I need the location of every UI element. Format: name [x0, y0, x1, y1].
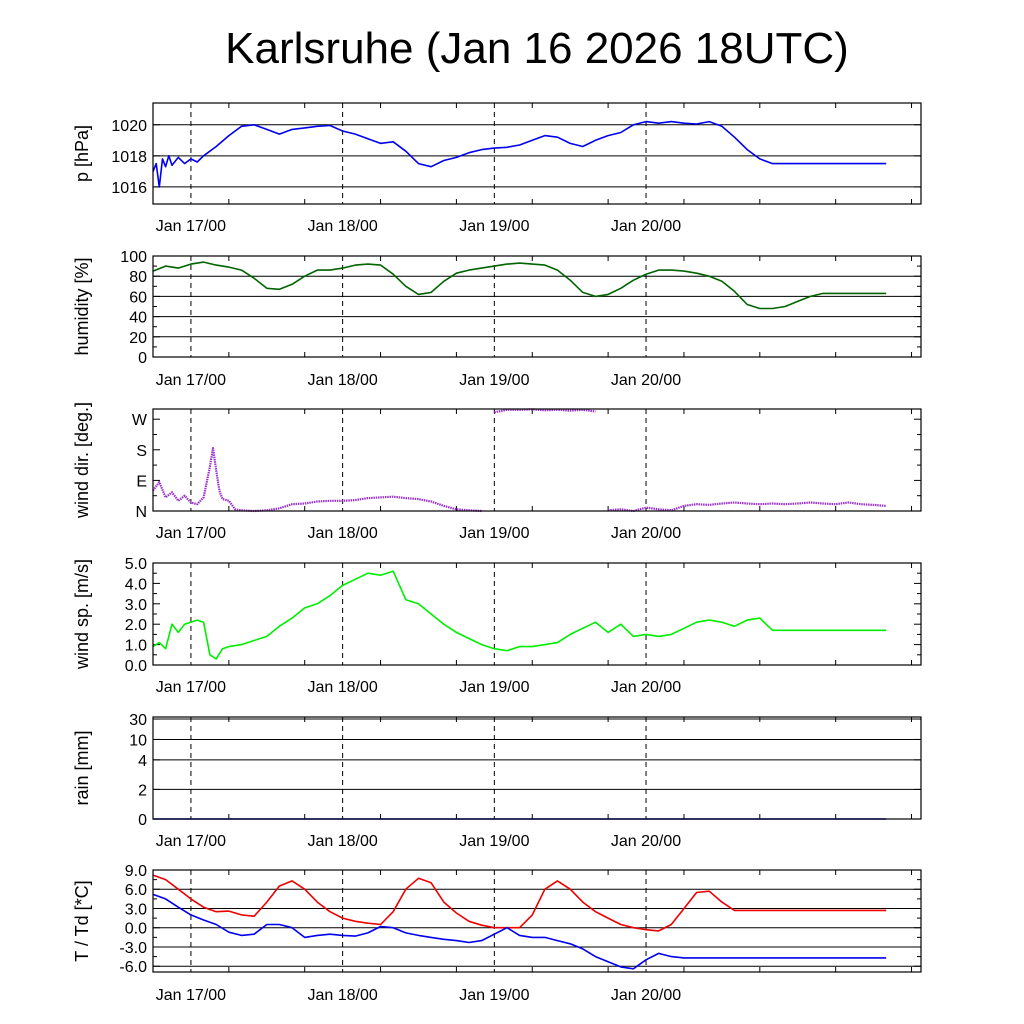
- y-tick-label: 0: [138, 350, 147, 367]
- y-tick-label: 0.0: [125, 921, 147, 938]
- y-tick-label: 1020: [111, 118, 147, 135]
- y-tick-label: 10: [129, 732, 147, 749]
- y-tick-label: -6.0: [119, 959, 147, 976]
- y-tick-label: 3.0: [125, 901, 147, 918]
- x-tick-label: Jan 18/00: [307, 987, 377, 1004]
- x-tick-label: Jan 17/00: [156, 833, 226, 850]
- y-tick-label: 100: [120, 249, 147, 266]
- panel-frame: [152, 408, 922, 512]
- y-tick-label: W: [132, 412, 148, 429]
- y-tick-label: 0: [138, 812, 147, 829]
- x-tick-label: Jan 19/00: [459, 987, 529, 1004]
- x-tick-label: Jan 20/00: [611, 833, 681, 850]
- panel-6: -6.0 -3.0 0.0 3.0 6.0 9.0 Jan 17/00 Jan 18/00 Ja…: [72, 863, 922, 1004]
- y-axis-label: p [hPa]: [72, 125, 92, 182]
- panel-5: 0 2 4 10 30 Jan 17/00 Jan 18/00 Jan 19/00 Jan 20…: [72, 712, 922, 850]
- y-tick-label: E: [136, 473, 147, 490]
- y-axis-label: humidity [%]: [72, 257, 92, 355]
- y-tick-label: -3.0: [119, 940, 147, 957]
- panel-frame: [152, 102, 922, 205]
- x-tick-label: Jan 19/00: [459, 372, 529, 389]
- y-tick-label: 1.0: [125, 638, 147, 655]
- y-tick-label: 4.0: [125, 576, 147, 593]
- y-tick-label: 40: [129, 310, 147, 327]
- x-tick-label: Jan 20/00: [611, 679, 681, 696]
- x-tick-label: Jan 18/00: [307, 218, 377, 235]
- x-tick-label: Jan 18/00: [307, 525, 377, 542]
- y-tick-label: 0.0: [125, 658, 147, 675]
- series-line-1: [152, 120, 887, 188]
- x-tick-label: Jan 18/00: [307, 833, 377, 850]
- y-tick-label: 4: [138, 753, 147, 770]
- x-tick-label: Jan 18/00: [307, 372, 377, 389]
- panel-4: 0.0 1.0 2.0 3.0 4.0 5.0 Jan 17/00 Jan 18/00 Jan …: [72, 556, 922, 696]
- y-tick-label: 30: [129, 712, 147, 729]
- y-tick-label: 1018: [111, 149, 147, 166]
- x-tick-label: Jan 19/00: [459, 833, 529, 850]
- y-tick-label: 80: [129, 269, 147, 286]
- x-tick-label: Jan 19/00: [459, 525, 529, 542]
- y-tick-label: N: [135, 504, 147, 521]
- x-tick-label: Jan 18/00: [307, 679, 377, 696]
- y-axis-label: rain [mm]: [72, 730, 92, 805]
- x-tick-label: Jan 17/00: [156, 679, 226, 696]
- y-tick-label: 6.0: [125, 882, 147, 899]
- y-tick-label: 20: [129, 330, 147, 347]
- x-tick-label: Jan 17/00: [156, 218, 226, 235]
- x-tick-label: Jan 19/00: [459, 679, 529, 696]
- y-axis-label: wind dir. [deg.]: [72, 402, 92, 519]
- x-tick-label: Jan 17/00: [156, 525, 226, 542]
- x-tick-label: Jan 19/00: [459, 218, 529, 235]
- series-t: [152, 874, 887, 932]
- chart-title: Karlsruhe (Jan 16 2026 18UTC): [225, 24, 849, 73]
- x-tick-label: Jan 17/00: [156, 372, 226, 389]
- panel-frame: [152, 255, 922, 358]
- y-tick-label: 2.0: [125, 617, 147, 634]
- y-tick-label: 2: [138, 782, 147, 799]
- panel-2: 0 20 40 60 80 100 Jan 17/00 Jan 18/00 Jan 19/00 J…: [72, 249, 922, 389]
- panel-frame: [152, 716, 922, 820]
- series-line-3: [152, 408, 887, 513]
- y-tick-label: 3.0: [125, 597, 147, 614]
- series-line-4: [152, 570, 887, 660]
- series-line-2: [152, 261, 887, 310]
- y-tick-label: 5.0: [125, 556, 147, 573]
- x-tick-label: Jan 20/00: [611, 525, 681, 542]
- y-tick-label: S: [136, 443, 147, 460]
- panel-frame: [152, 869, 922, 973]
- x-tick-label: Jan 20/00: [611, 987, 681, 1004]
- panel-1: 1016 1018 1020 Jan 17/00 Jan 18/00 Jan 19/00 J…: [72, 102, 922, 235]
- y-axis-label: T / Td [*C]: [72, 880, 92, 961]
- x-tick-label: Jan 17/00: [156, 987, 226, 1004]
- y-axis-label: wind sp. [m/s]: [72, 559, 92, 670]
- panel-frame: [152, 562, 922, 666]
- x-tick-label: Jan 20/00: [611, 218, 681, 235]
- y-tick-label: 9.0: [125, 863, 147, 880]
- y-tick-label: 60: [129, 289, 147, 306]
- x-tick-label: Jan 20/00: [611, 372, 681, 389]
- series-td: [152, 893, 887, 970]
- y-tick-label: 1016: [111, 180, 147, 197]
